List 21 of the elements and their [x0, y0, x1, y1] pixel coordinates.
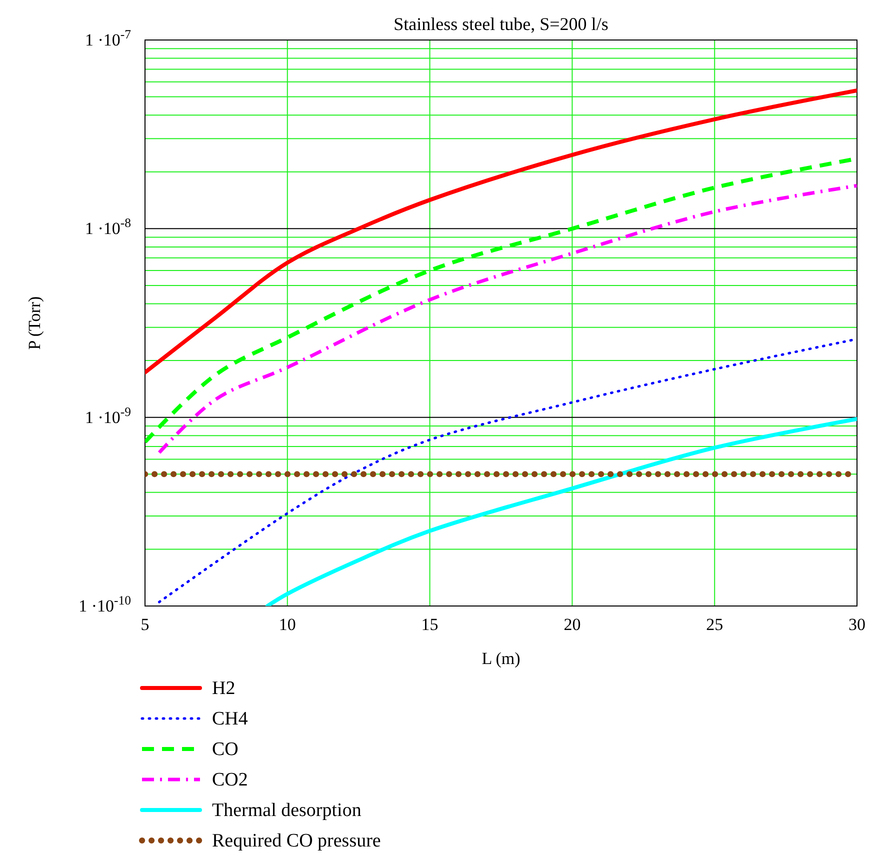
y-tick-label: 1 ·10$^{-8}$ [84, 216, 131, 238]
y-axis-title: P (Torr) [25, 296, 44, 350]
y-tick-label: 1 ·10$^{-7}$ [84, 27, 131, 50]
x-tick-label: 25 [706, 615, 724, 634]
legend-label: CO [212, 739, 238, 760]
x-tick-label: 5 [140, 615, 150, 634]
legend-label: CH4 [212, 708, 248, 730]
chart-title: Stainless steel tube, S=200 l/s [394, 14, 608, 34]
line-series [265, 416, 857, 606]
legend-label: CO2 [212, 770, 248, 790]
y-tick-label: 1 ·10$^{-10}$ [78, 593, 131, 616]
legend-label: Required CO pressure [212, 830, 381, 852]
y-tick-label: 1 ·10$^{-9}$ [84, 404, 131, 427]
x-tick-label: 10 [278, 615, 296, 634]
x-axis-title: L (m) [482, 649, 520, 668]
line-series [145, 88, 857, 374]
legend-label: H2 [212, 678, 236, 699]
x-tick-label: 30 [848, 615, 866, 634]
legend-label: Thermal desorption [212, 800, 362, 821]
x-tick-label: 15 [421, 615, 438, 634]
x-tick-label: 20 [564, 615, 581, 634]
